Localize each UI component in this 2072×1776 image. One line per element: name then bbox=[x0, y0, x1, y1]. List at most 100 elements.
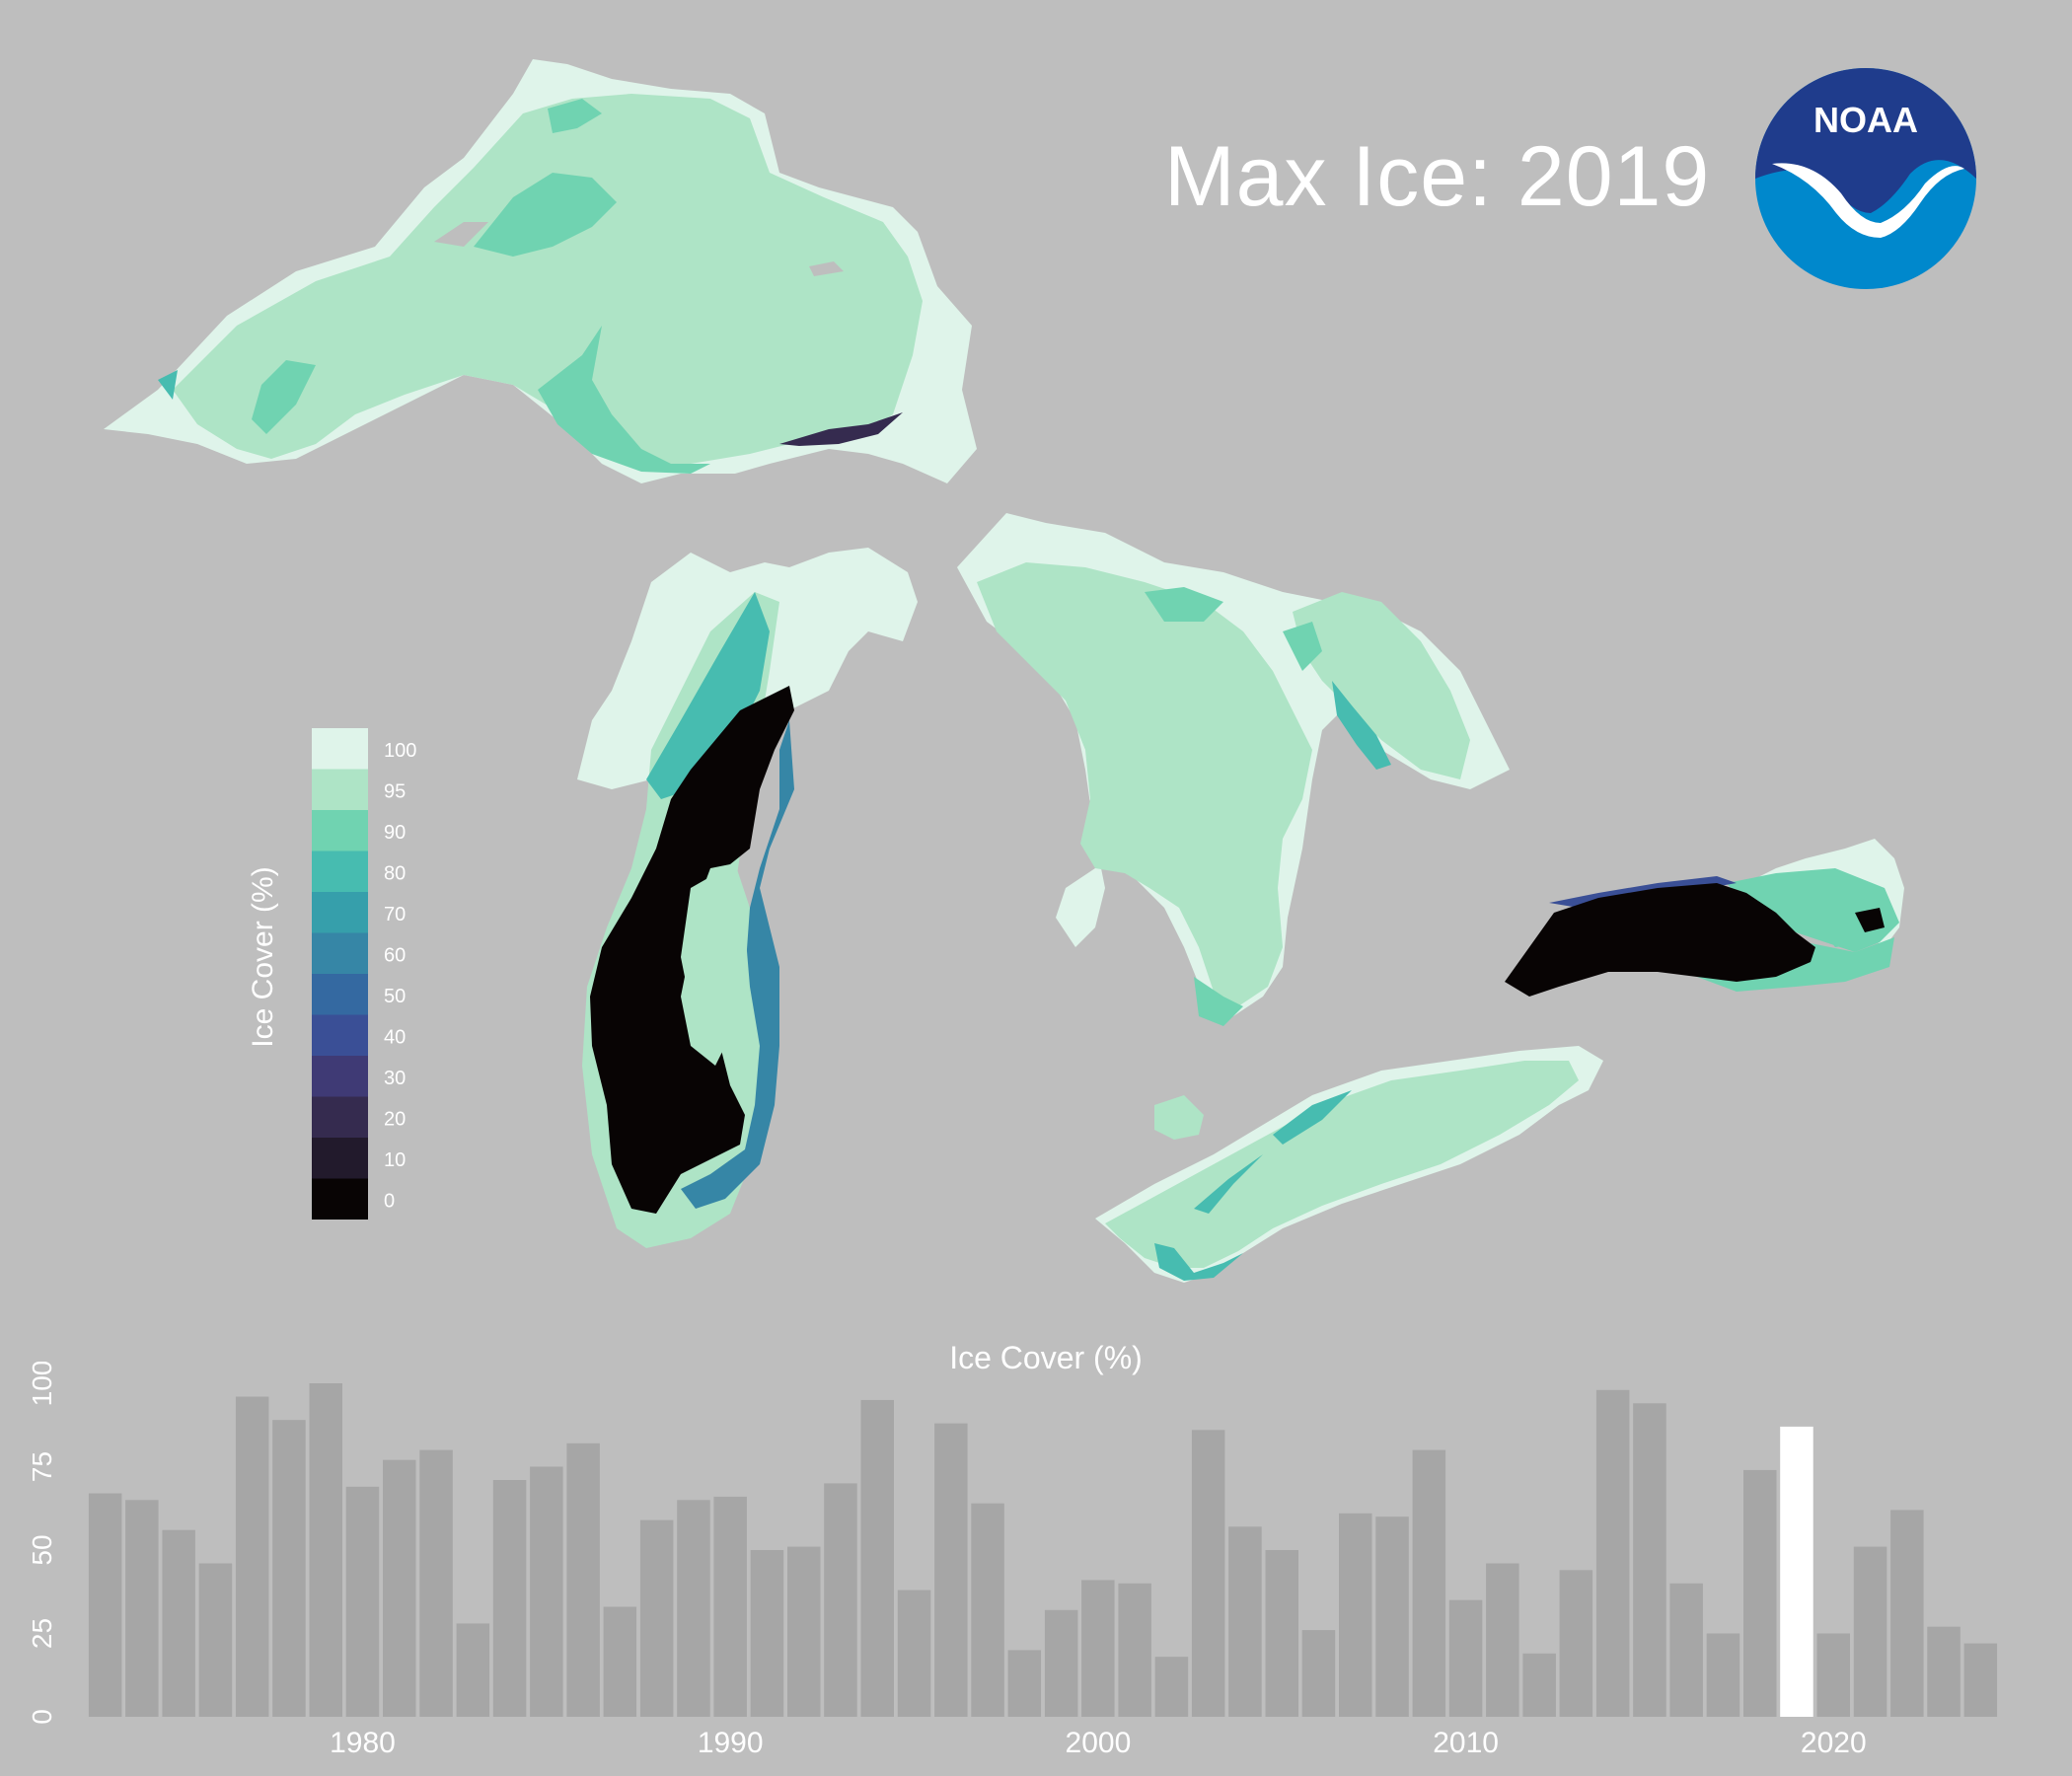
bar bbox=[566, 1443, 600, 1717]
bar bbox=[1743, 1469, 1777, 1717]
legend-label: 100 bbox=[384, 740, 416, 762]
legend-swatch bbox=[312, 1178, 368, 1220]
legend-label: 90 bbox=[384, 822, 406, 844]
y-tick-label: 75 bbox=[27, 1451, 57, 1482]
bar bbox=[530, 1466, 563, 1717]
x-tick-label: 1990 bbox=[698, 1727, 764, 1759]
legend-label: 60 bbox=[384, 944, 406, 966]
bar bbox=[1595, 1389, 1630, 1717]
bar bbox=[1448, 1599, 1483, 1717]
bar bbox=[1853, 1546, 1887, 1717]
bar bbox=[1486, 1563, 1519, 1717]
legend-title: Ice Cover (%) bbox=[247, 866, 279, 1048]
highlight-bar bbox=[1780, 1426, 1813, 1717]
legend-swatch bbox=[312, 810, 368, 851]
bar bbox=[750, 1550, 784, 1717]
bar bbox=[235, 1396, 269, 1717]
bar bbox=[1963, 1643, 1998, 1717]
lake-huron bbox=[957, 513, 1510, 1026]
legend-label: 70 bbox=[384, 904, 406, 925]
bar bbox=[1044, 1609, 1078, 1717]
legend-swatch bbox=[312, 728, 368, 770]
legend-label: 40 bbox=[384, 1026, 406, 1048]
lake-ontario bbox=[1505, 839, 1904, 997]
bar bbox=[1706, 1633, 1740, 1717]
bar bbox=[971, 1503, 1004, 1717]
y-tick-label: 25 bbox=[27, 1618, 57, 1649]
bar bbox=[1007, 1650, 1042, 1717]
legend-label: 95 bbox=[384, 780, 406, 802]
bar-chart-title: Ice Cover (%) bbox=[949, 1340, 1143, 1375]
lake-michigan bbox=[577, 548, 918, 1248]
bar bbox=[1816, 1633, 1850, 1717]
legend-swatch bbox=[312, 1096, 368, 1138]
legend-swatch bbox=[312, 974, 368, 1015]
bar bbox=[88, 1493, 122, 1717]
legend-label: 0 bbox=[384, 1190, 395, 1212]
bar bbox=[1669, 1583, 1703, 1717]
legend-label: 30 bbox=[384, 1068, 406, 1089]
y-tick-label: 100 bbox=[27, 1362, 57, 1406]
bar bbox=[713, 1496, 747, 1717]
logo-upper-half bbox=[1755, 68, 1976, 213]
bar bbox=[125, 1500, 159, 1717]
bar bbox=[603, 1606, 637, 1717]
bar bbox=[1265, 1550, 1298, 1717]
bar bbox=[1633, 1403, 1666, 1717]
bar bbox=[897, 1590, 931, 1717]
legend-swatch bbox=[312, 851, 368, 892]
legend-swatch bbox=[312, 769, 368, 810]
bar bbox=[198, 1563, 233, 1717]
lake-st-clair bbox=[1154, 1095, 1204, 1140]
lake-erie bbox=[1095, 1046, 1603, 1283]
bar-chart: 0 25 50 75 100 1980 1990 2000 2010 2020 bbox=[27, 1362, 1998, 1759]
bar bbox=[309, 1383, 342, 1717]
legend-swatch bbox=[312, 892, 368, 933]
bar bbox=[419, 1449, 453, 1717]
bar bbox=[1927, 1626, 1961, 1717]
y-tick-label: 50 bbox=[27, 1534, 57, 1565]
seagull-icon bbox=[1772, 163, 1964, 238]
bar bbox=[1301, 1630, 1336, 1717]
y-tick-label: 0 bbox=[27, 1709, 57, 1725]
bar bbox=[456, 1623, 490, 1717]
noaa-logo: NOAA bbox=[1755, 68, 1976, 289]
bar bbox=[1559, 1570, 1593, 1717]
bar bbox=[162, 1529, 195, 1717]
bar bbox=[787, 1546, 821, 1717]
legend-swatch bbox=[312, 1138, 368, 1179]
bar bbox=[1890, 1510, 1924, 1717]
bar bbox=[492, 1480, 527, 1717]
bar bbox=[934, 1423, 968, 1717]
bar bbox=[345, 1486, 380, 1717]
legend-swatch bbox=[312, 1014, 368, 1056]
legend-label: 20 bbox=[384, 1108, 406, 1130]
x-tick-label: 2020 bbox=[1801, 1727, 1867, 1759]
bar bbox=[1375, 1517, 1409, 1717]
lake-superior bbox=[104, 59, 977, 483]
bar bbox=[272, 1420, 306, 1717]
bar bbox=[1228, 1526, 1262, 1717]
logo-text: NOAA bbox=[1813, 100, 1918, 140]
legend-label: 10 bbox=[384, 1149, 406, 1171]
bar bbox=[1191, 1430, 1225, 1717]
bar bbox=[1412, 1449, 1446, 1717]
bar bbox=[860, 1399, 894, 1717]
legend-label: 50 bbox=[384, 986, 406, 1007]
bar bbox=[1118, 1583, 1151, 1717]
bar bbox=[677, 1500, 710, 1717]
bar bbox=[383, 1459, 416, 1717]
x-tick-label: 1980 bbox=[330, 1727, 396, 1759]
bar bbox=[1081, 1580, 1115, 1717]
page-title: Max Ice: 2019 bbox=[1164, 129, 1711, 224]
bar bbox=[639, 1519, 674, 1717]
legend-swatch bbox=[312, 1056, 368, 1097]
x-tick-label: 2000 bbox=[1066, 1727, 1132, 1759]
bar bbox=[1154, 1657, 1189, 1717]
legend-label: 80 bbox=[384, 862, 406, 884]
x-tick-label: 2010 bbox=[1433, 1727, 1499, 1759]
bar bbox=[824, 1483, 857, 1717]
